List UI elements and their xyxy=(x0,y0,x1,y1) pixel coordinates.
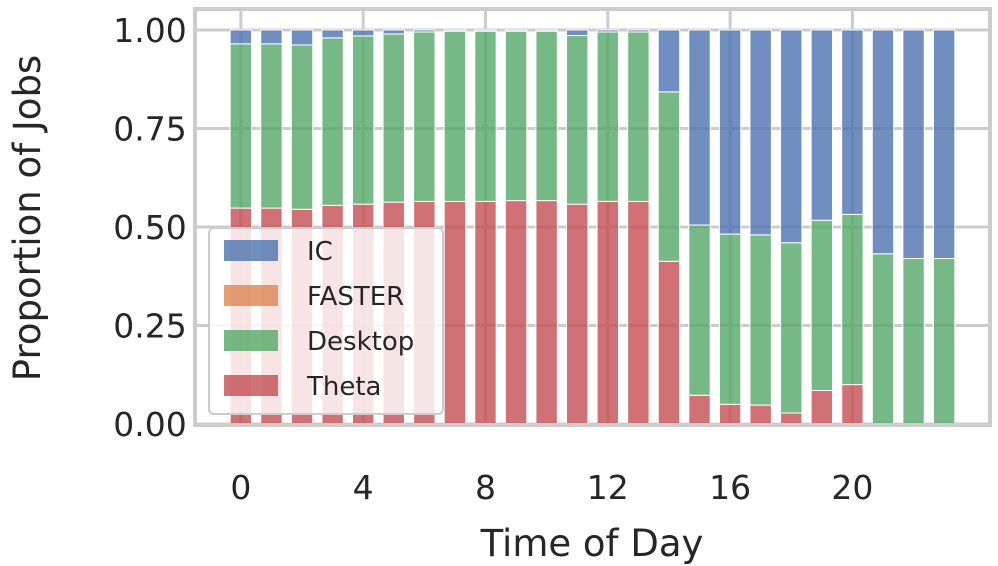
bar-segment-ic xyxy=(902,29,925,260)
bar-segment-desktop xyxy=(749,234,772,406)
bar-segment-ic xyxy=(321,29,344,39)
bar-segment-desktop xyxy=(260,43,283,209)
bar-segment-desktop xyxy=(932,258,956,425)
bar-segment-ic xyxy=(749,29,772,236)
bar-segment-ic xyxy=(780,29,803,244)
bar-segment-theta xyxy=(596,200,619,425)
bar-segment-desktop xyxy=(627,31,650,202)
bar-segment-desktop xyxy=(718,233,742,405)
bar-segment-desktop xyxy=(902,258,925,425)
bar-segment-desktop xyxy=(841,213,864,386)
legend: IC FASTER Desktop Theta xyxy=(208,227,444,415)
bar-segment-ic xyxy=(627,29,650,33)
bar-segment-desktop xyxy=(351,35,375,205)
legend-label-faster: FASTER xyxy=(307,282,404,312)
bar-segment-theta xyxy=(443,200,467,425)
x-tick-label: 16 xyxy=(709,468,751,507)
bar-segment-desktop xyxy=(229,43,253,209)
y-axis-title: Proportion of Jobs xyxy=(6,55,49,381)
x-tick-label: 20 xyxy=(831,468,873,507)
bar-segment-desktop xyxy=(474,30,497,202)
bar-segment-ic xyxy=(871,29,895,255)
bar-segment-ic xyxy=(504,29,528,32)
bar-segment-theta xyxy=(474,200,497,425)
bar-segment-desktop xyxy=(810,219,834,392)
x-tick-label: 0 xyxy=(230,468,251,507)
bar-segment-desktop xyxy=(535,30,558,202)
bar-segment-ic xyxy=(718,29,742,235)
bar-segment-desktop xyxy=(321,37,344,206)
bar-segment-ic xyxy=(932,29,956,260)
legend-swatch-faster xyxy=(224,285,278,306)
x-axis-title: Time of Day xyxy=(480,522,704,565)
bar-segment-theta xyxy=(657,260,681,425)
legend-label-desktop: Desktop xyxy=(307,327,414,357)
bar-segment-desktop xyxy=(413,31,436,202)
legend-label-theta: Theta xyxy=(306,372,381,402)
bar-segment-desktop xyxy=(566,35,589,205)
bar-segment-theta xyxy=(627,200,650,425)
plot-frame xyxy=(193,7,992,427)
bar-segment-desktop xyxy=(290,44,314,210)
bar-segment-ic xyxy=(382,29,405,35)
bar-segment-theta xyxy=(749,404,772,425)
y-tick-label: 1.00 xyxy=(113,11,186,50)
bar-segment-desktop xyxy=(780,242,803,414)
y-tick-label: 0.25 xyxy=(113,307,186,346)
y-tick-labels: 0.00 0.25 0.50 0.75 1.00 xyxy=(113,11,186,444)
bar-segment-theta xyxy=(688,394,711,425)
x-tick-label: 4 xyxy=(353,468,374,507)
bar-segment-ic xyxy=(229,29,253,45)
bar-segment-ic xyxy=(260,29,283,45)
bar-segment-ic xyxy=(688,29,711,226)
bar-segment-desktop xyxy=(443,30,467,202)
bar-segment-desktop xyxy=(504,30,528,202)
bar-segment-ic xyxy=(566,29,589,37)
bar-segment-ic xyxy=(810,29,834,221)
bar-segment-ic xyxy=(413,29,436,33)
bar-segment-ic xyxy=(535,29,558,32)
bar-segment-theta xyxy=(810,390,834,425)
bar-segment-desktop xyxy=(871,253,895,425)
y-tick-label: 0.50 xyxy=(113,208,186,247)
bar-segment-ic xyxy=(443,29,467,32)
legend-swatch-ic xyxy=(224,240,278,261)
y-tick-label: 0.75 xyxy=(113,110,186,149)
bar-segment-theta xyxy=(566,203,589,425)
x-tick-label: 12 xyxy=(587,468,629,507)
x-tick-labels: 0 4 8 12 16 20 xyxy=(230,468,873,507)
bar-segment-ic xyxy=(290,29,314,46)
bar-segment-ic xyxy=(351,29,375,37)
bar-segment-theta xyxy=(535,200,558,425)
bar-segment-theta xyxy=(504,200,528,425)
legend-label-ic: IC xyxy=(307,237,333,267)
bar-segment-theta xyxy=(841,384,864,425)
legend-frame xyxy=(208,227,444,415)
bar-segment-ic xyxy=(474,29,497,32)
bar-segment-theta xyxy=(780,412,803,425)
bar-segment-desktop xyxy=(657,91,681,262)
bar-segment-ic xyxy=(841,29,864,215)
bar-segment-ic xyxy=(657,29,681,93)
bar-segment-desktop xyxy=(688,224,711,396)
legend-swatch-desktop xyxy=(224,330,278,351)
legend-swatch-theta xyxy=(224,375,278,396)
y-tick-label: 0.00 xyxy=(113,405,186,444)
bar-segment-desktop xyxy=(596,31,619,202)
bar-segment-ic xyxy=(596,29,619,33)
x-tick-label: 8 xyxy=(475,468,496,507)
bar-segment-theta xyxy=(718,403,742,425)
bar-segment-desktop xyxy=(382,33,405,203)
